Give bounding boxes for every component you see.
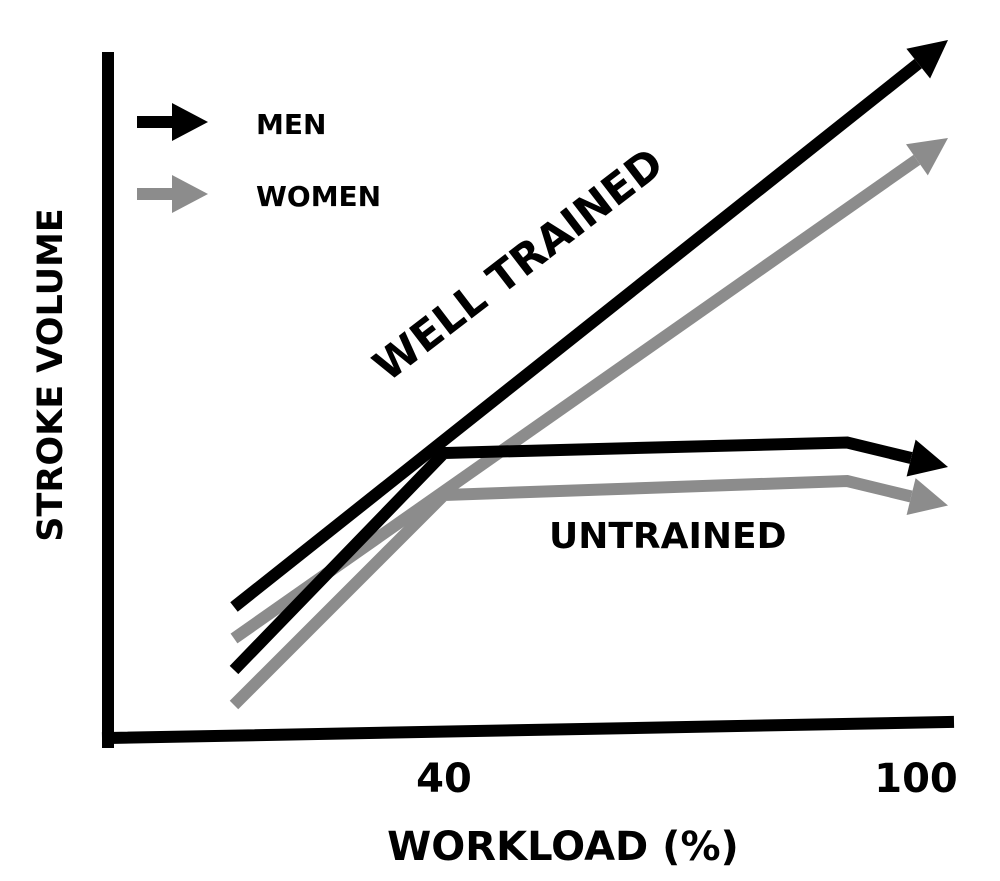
x-axis xyxy=(101,715,955,745)
annotation-untrained: UNTRAINED xyxy=(549,516,787,557)
series-line-well-trained-men xyxy=(230,58,922,612)
legend-label-men: MEN xyxy=(256,108,326,141)
x-axis-label: WORKLOAD (%) xyxy=(387,824,739,870)
series-arrowhead-untrained-men xyxy=(906,439,948,477)
series-line-untrained-men xyxy=(229,436,913,675)
legend-arrow-women xyxy=(172,175,208,213)
series-arrowhead-untrained-women xyxy=(906,478,948,515)
series-layer xyxy=(229,40,948,710)
legend: MEN WOMEN xyxy=(137,103,381,213)
x-tick-label-100: 100 xyxy=(874,756,958,802)
legend-item-women: WOMEN xyxy=(137,175,381,213)
x-tick-labels: 40 100 xyxy=(416,756,958,802)
y-axis-label: STROKE VOLUME xyxy=(31,208,71,541)
legend-label-women: WOMEN xyxy=(256,180,381,213)
x-tick-label-40: 40 xyxy=(416,756,472,802)
series-arrowhead-well-trained-women xyxy=(906,138,948,176)
legend-arrow-men xyxy=(172,103,208,141)
series-line-untrained-women xyxy=(229,474,913,710)
annotation-well-trained: WELL TRAINED xyxy=(364,138,672,391)
legend-item-men: MEN xyxy=(137,103,326,141)
series-arrowhead-well-trained-men xyxy=(906,40,948,79)
